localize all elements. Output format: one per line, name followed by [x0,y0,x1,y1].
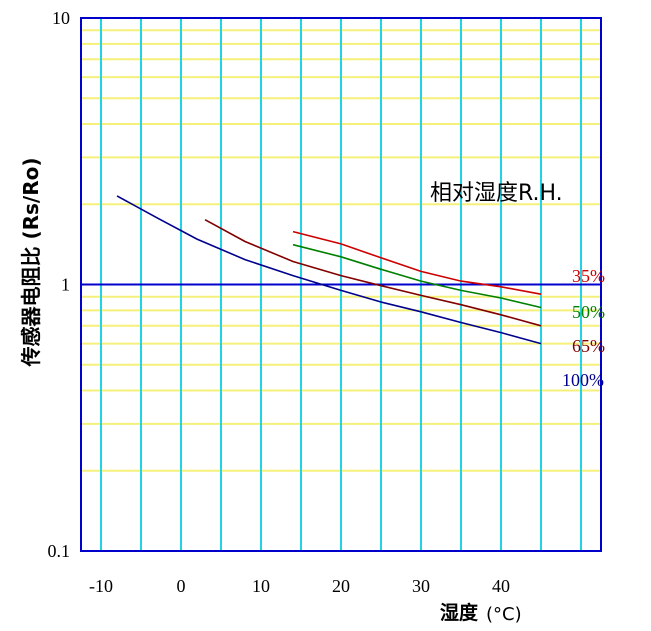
x-tick-label: 40 [492,576,510,596]
series-line-100pct [116,195,542,345]
x-tick-label: 10 [252,576,270,596]
x-axis-label: 湿度 [440,601,479,624]
series-labels: 35% 50% 65% 100% [562,266,605,390]
x-tick-label: 30 [412,576,430,596]
series-line-50pct [292,243,542,309]
y-tick-label: 1 [61,275,70,295]
y-tick-label: 0.1 [48,541,71,561]
legend-title: 相对湿度R.H. [430,181,563,206]
tick-labels: -10 0 10 20 30 40 0.1 1 10 [48,8,511,596]
series-line-65pct [204,218,542,327]
x-tick-label: -10 [89,576,113,596]
plot-frame [80,17,602,552]
y-axis-label: 传感器电阻比 (Rs/Ro) [19,158,43,368]
series-lines [116,195,542,345]
series-label: 35% [572,266,605,286]
series-label: 100% [562,370,604,390]
x-axis-unit: (°C) [486,604,522,625]
series-label: 50% [572,302,605,322]
series-label: 65% [572,336,605,356]
series-line-35pct [292,230,542,295]
plot-border [80,17,602,552]
x-tick-label: 20 [332,576,350,596]
y-tick-label: 10 [52,8,70,28]
x-tick-label: 0 [177,576,186,596]
